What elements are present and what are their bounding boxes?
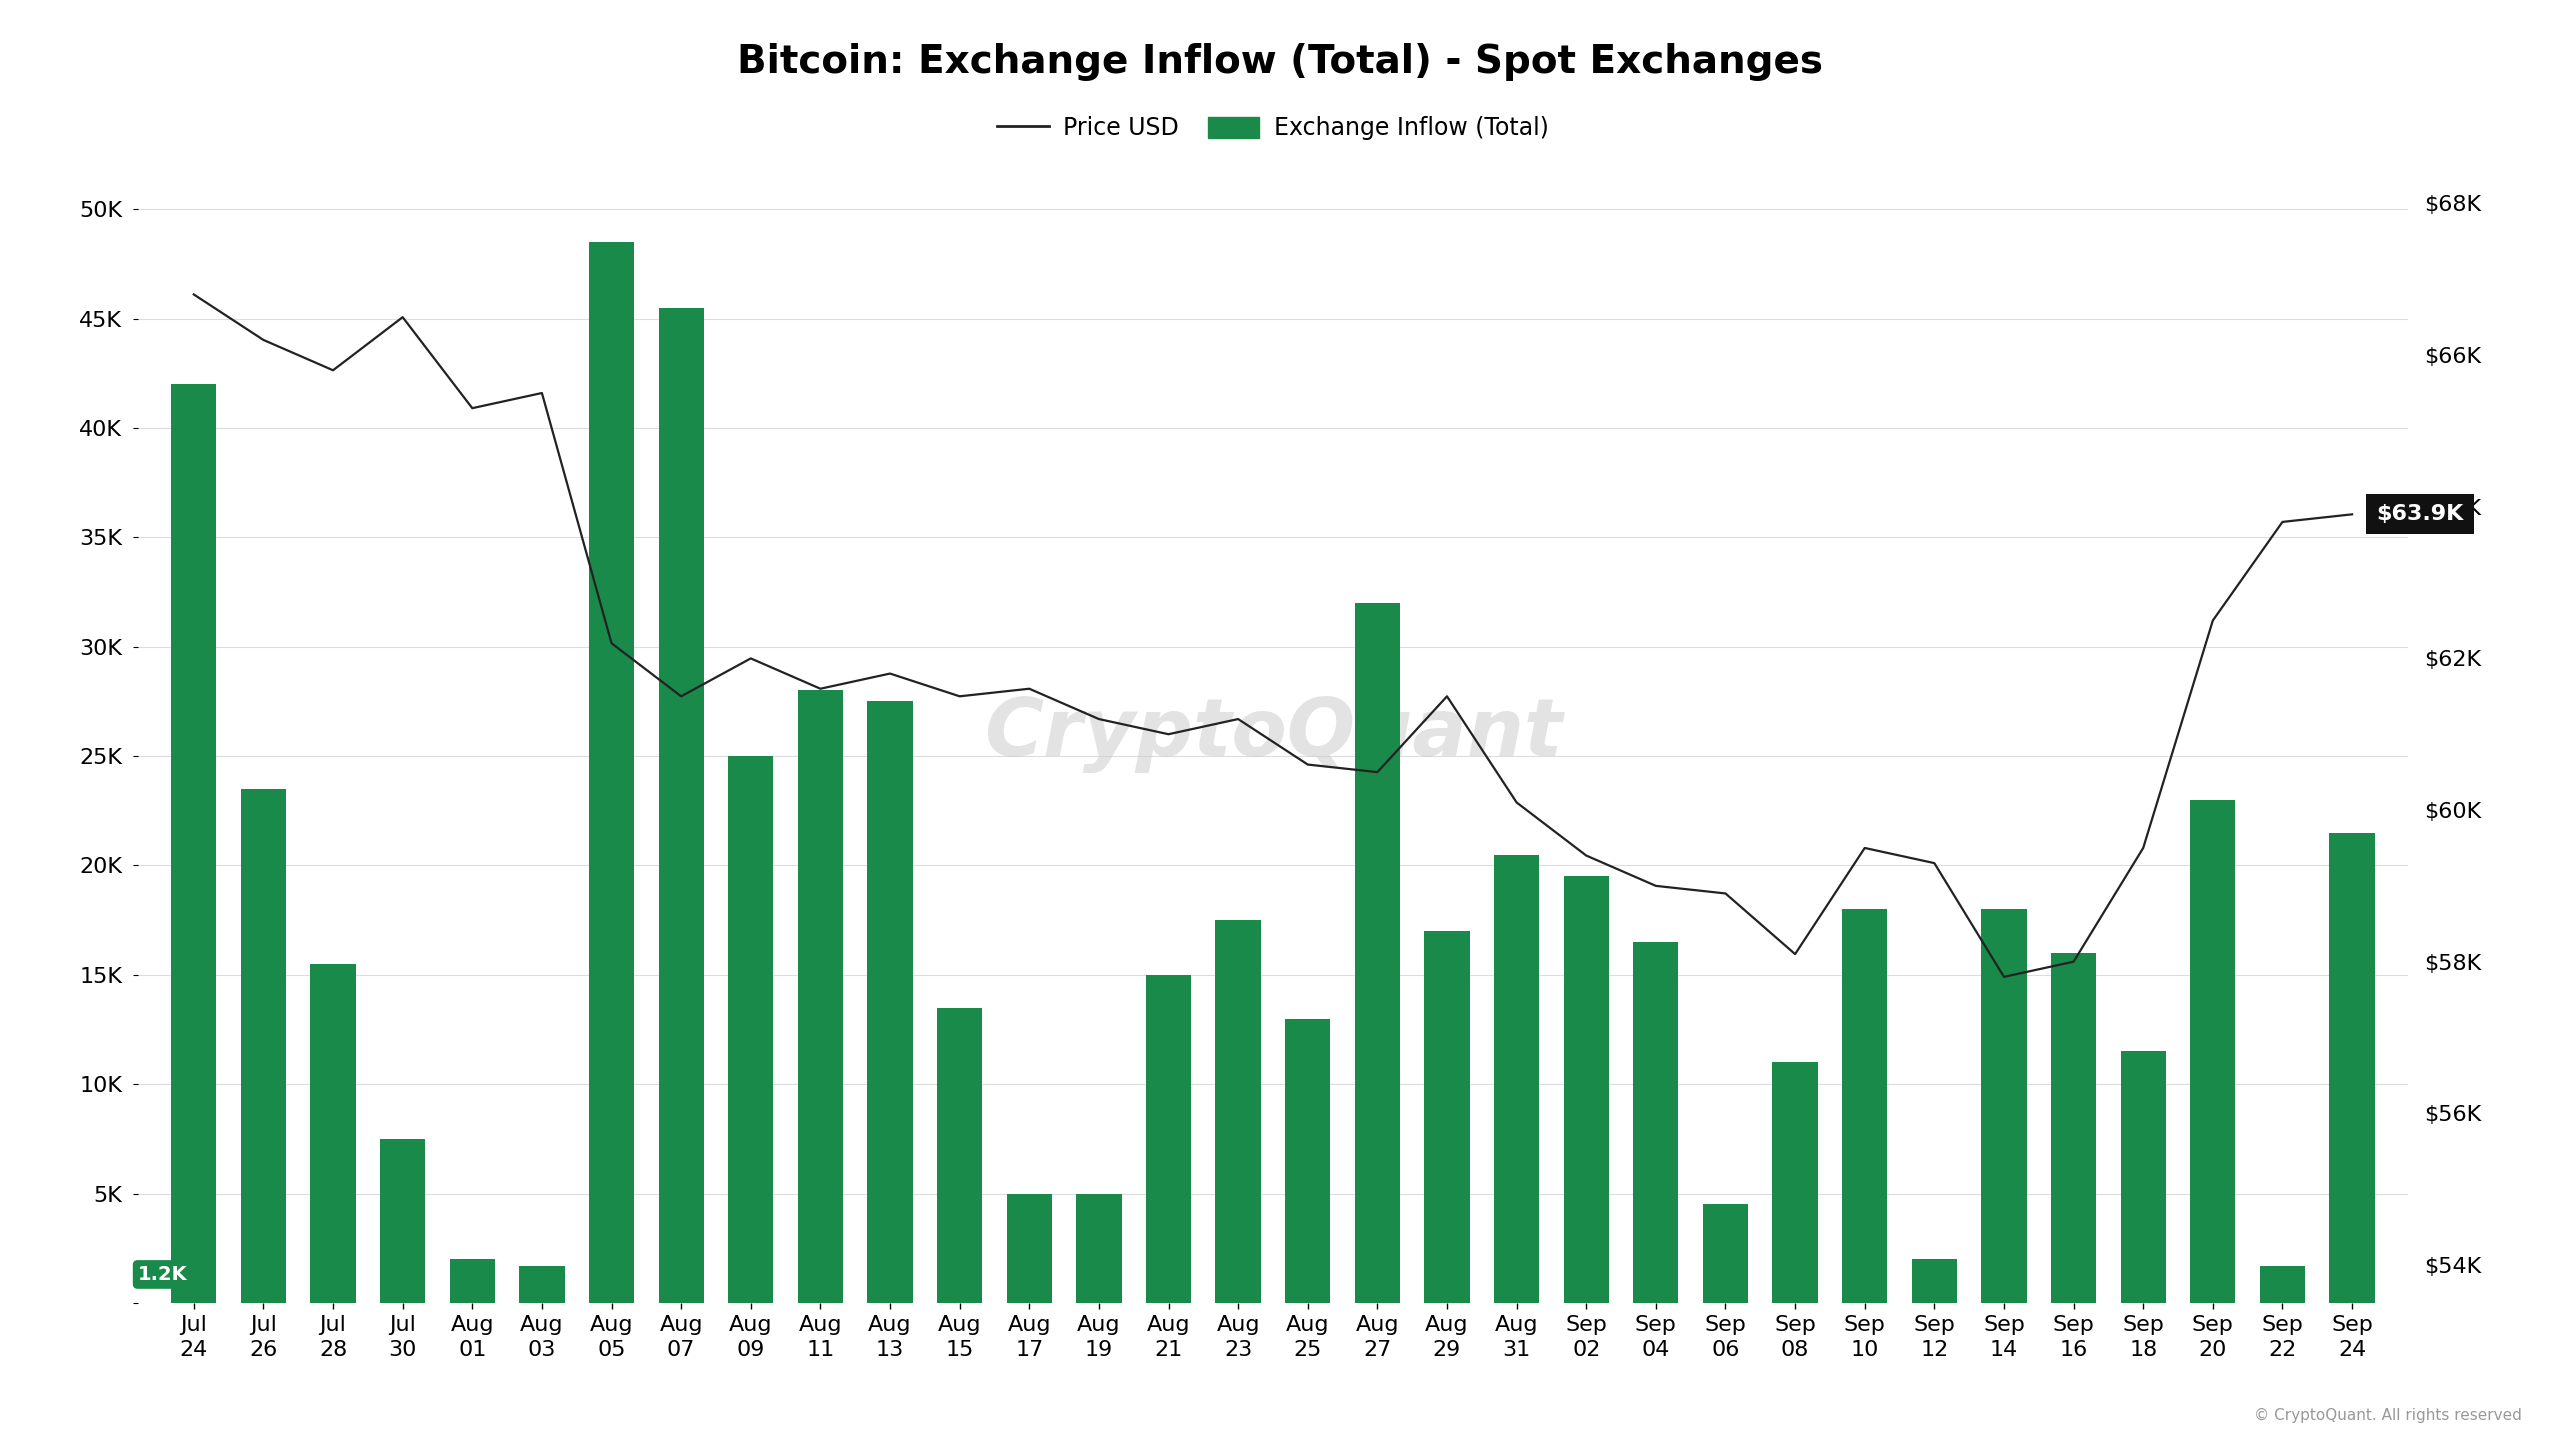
Bar bbox=[241, 789, 287, 1303]
Text: © CryptoQuant. All rights reserved: © CryptoQuant. All rights reserved bbox=[2253, 1408, 2522, 1423]
Bar bbox=[2191, 799, 2235, 1303]
Bar bbox=[2330, 832, 2376, 1303]
Bar bbox=[1354, 603, 1400, 1303]
Bar bbox=[1912, 1259, 1956, 1303]
Bar bbox=[727, 756, 773, 1303]
Bar bbox=[1216, 920, 1260, 1303]
Bar bbox=[310, 963, 356, 1303]
Bar bbox=[1285, 1018, 1331, 1303]
Bar bbox=[2120, 1051, 2166, 1303]
Bar bbox=[2051, 953, 2097, 1303]
Bar bbox=[589, 242, 635, 1303]
Bar bbox=[937, 1008, 983, 1303]
Bar bbox=[868, 701, 914, 1303]
Text: CryptoQuant: CryptoQuant bbox=[983, 696, 1562, 773]
Bar bbox=[799, 690, 842, 1303]
Bar bbox=[451, 1259, 494, 1303]
Text: 1.2K: 1.2K bbox=[138, 1264, 187, 1284]
Bar bbox=[1843, 909, 1887, 1303]
Legend: Price USD, Exchange Inflow (Total): Price USD, Exchange Inflow (Total) bbox=[988, 107, 1559, 150]
Bar bbox=[1702, 1204, 1748, 1303]
Bar bbox=[1423, 932, 1469, 1303]
Bar bbox=[520, 1266, 566, 1303]
Bar bbox=[1564, 877, 1608, 1303]
Text: $63.9K: $63.9K bbox=[2376, 504, 2463, 524]
Bar bbox=[1147, 975, 1190, 1303]
Bar bbox=[1772, 1063, 1818, 1303]
Bar bbox=[379, 1139, 425, 1303]
Bar bbox=[1006, 1194, 1052, 1303]
Bar bbox=[1633, 942, 1679, 1303]
Bar bbox=[1981, 909, 2028, 1303]
Text: Bitcoin: Exchange Inflow (Total) - Spot Exchanges: Bitcoin: Exchange Inflow (Total) - Spot … bbox=[737, 43, 1823, 81]
Bar bbox=[658, 308, 704, 1303]
Bar bbox=[1075, 1194, 1121, 1303]
Bar bbox=[2260, 1266, 2304, 1303]
Bar bbox=[1495, 854, 1539, 1303]
Bar bbox=[172, 384, 218, 1303]
